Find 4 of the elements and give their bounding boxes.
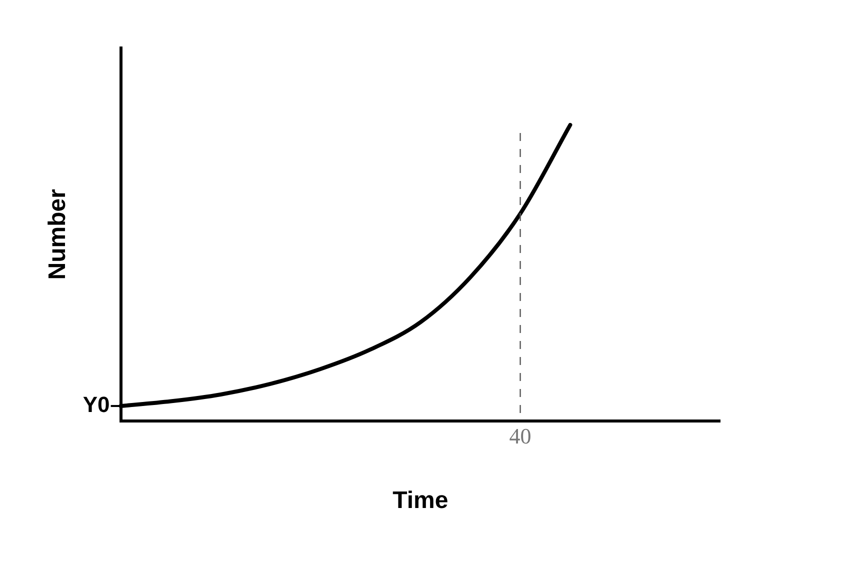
x-axis-title: Time xyxy=(392,487,448,514)
text: 40 xyxy=(509,424,532,449)
text: Y0 xyxy=(82,392,110,418)
y-axis-title: Number xyxy=(44,189,72,280)
